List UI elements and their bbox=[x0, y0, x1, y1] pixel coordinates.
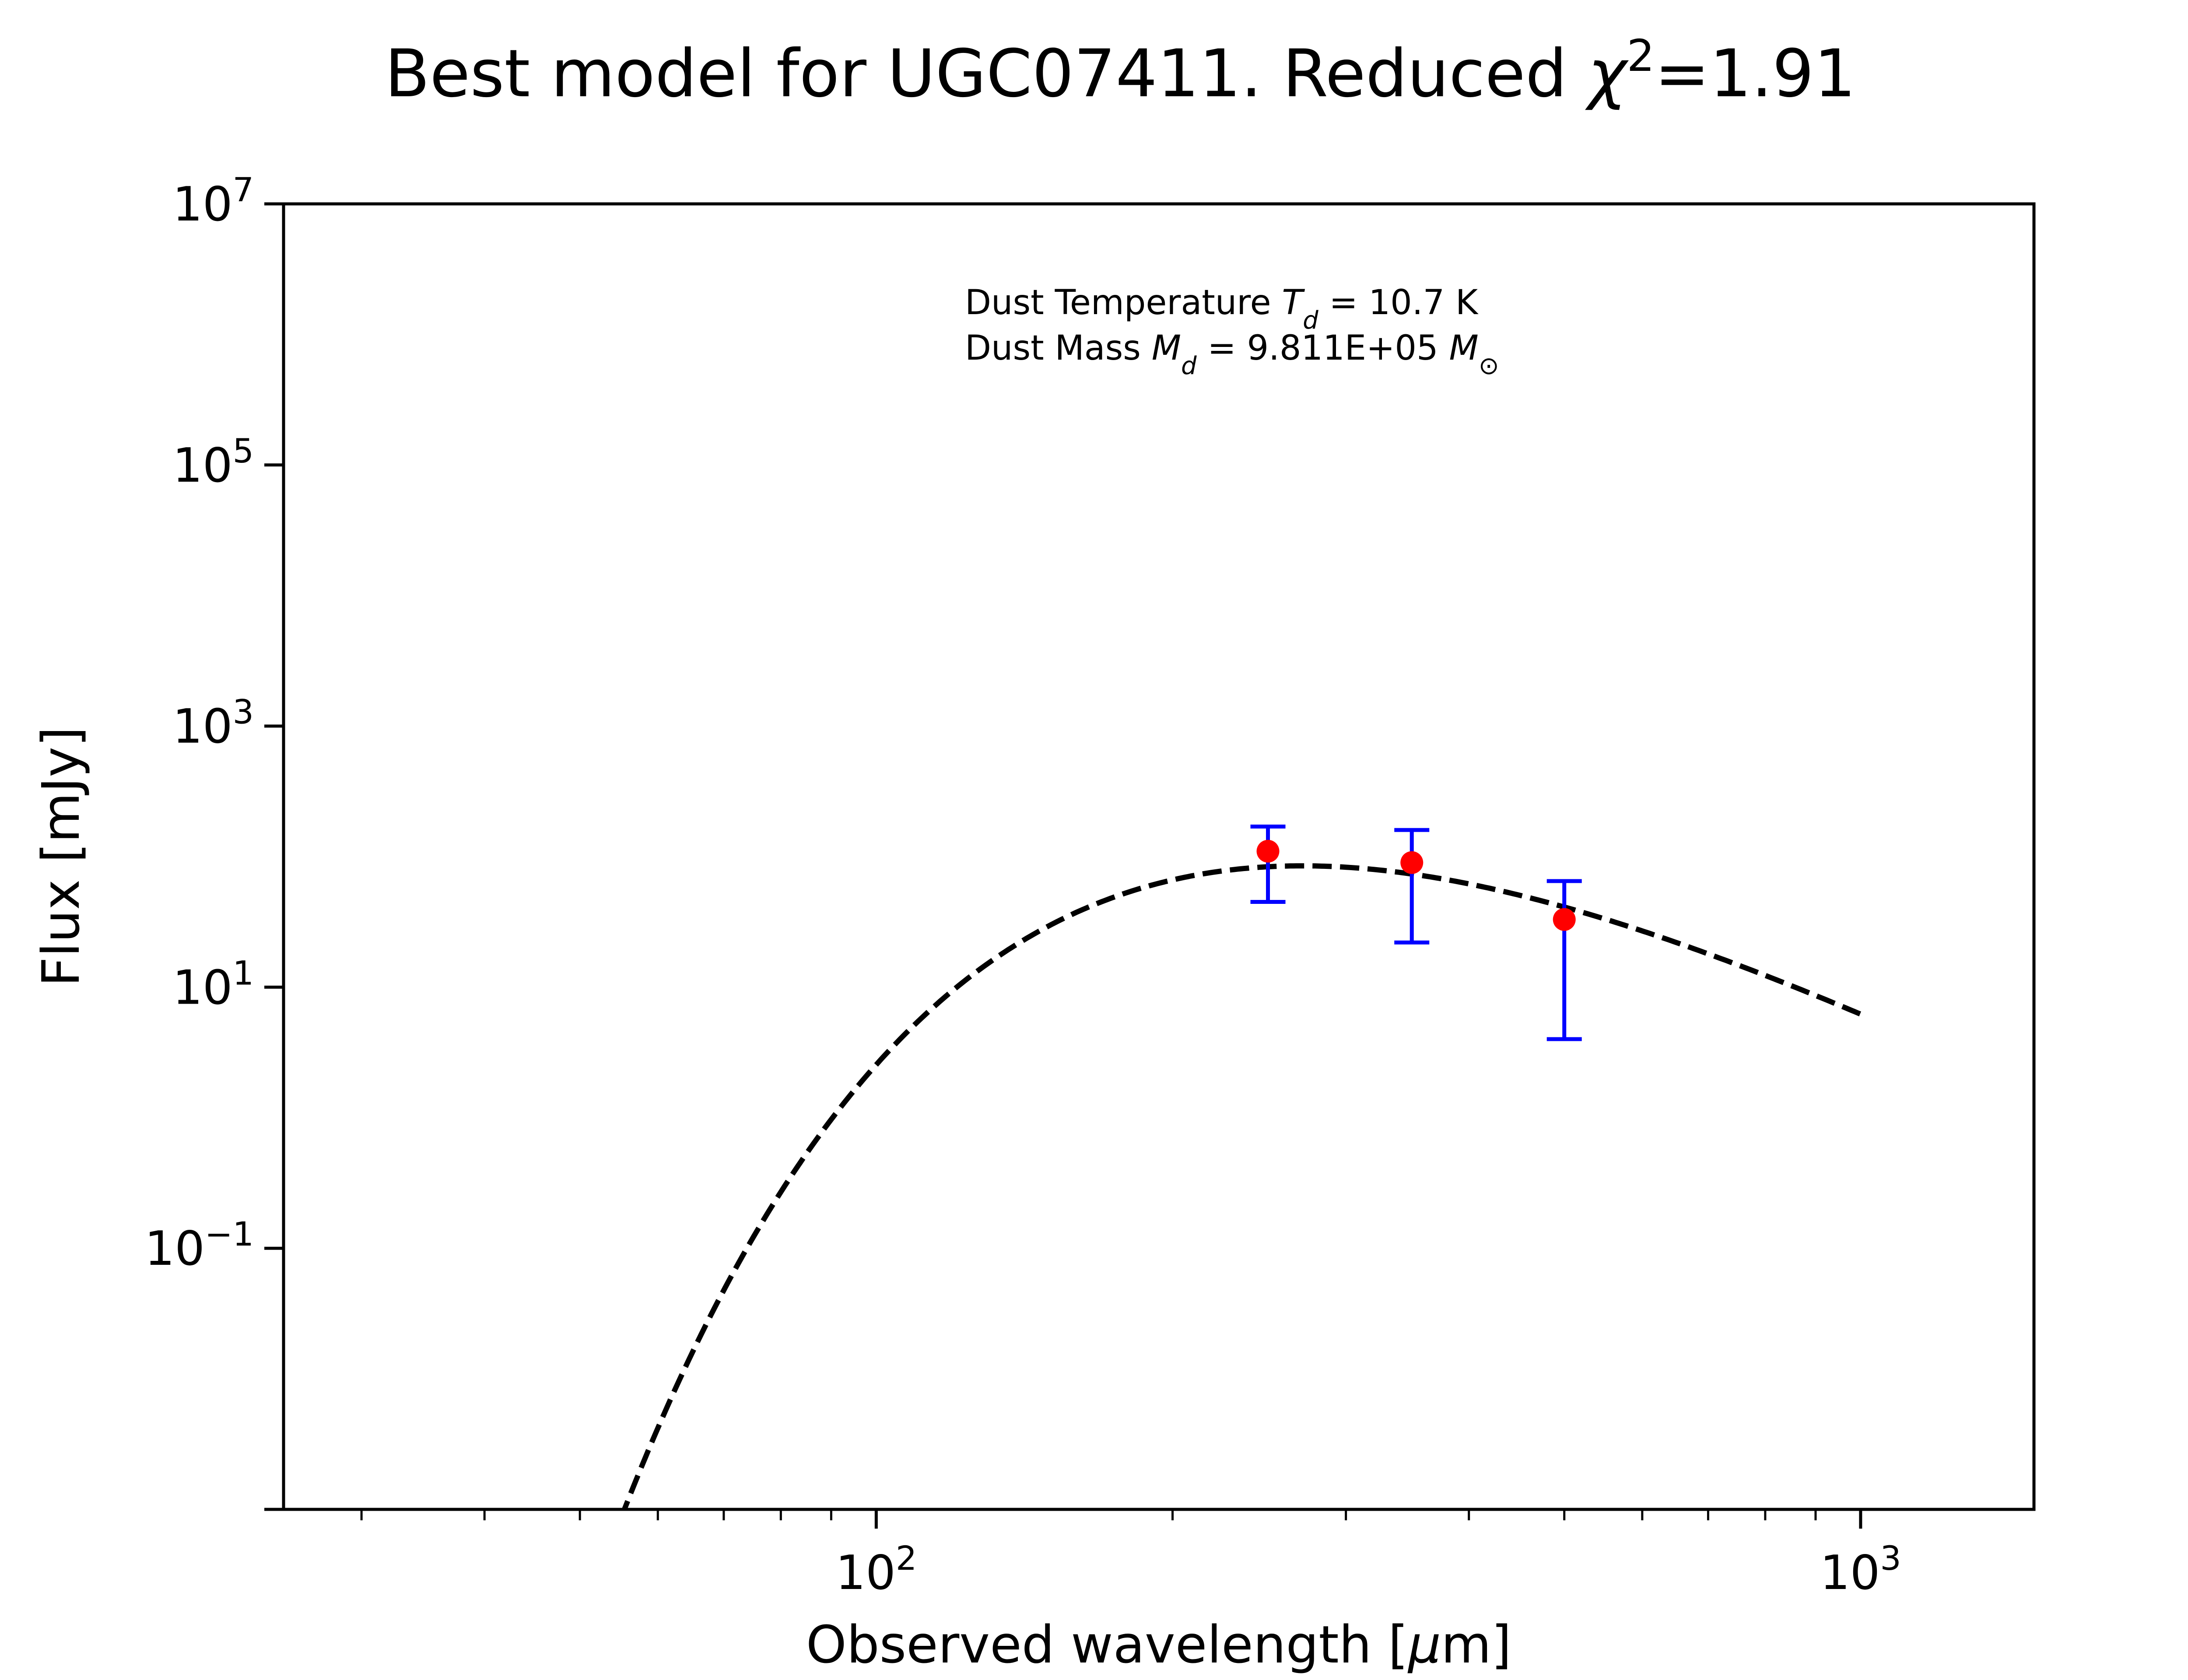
annotation-dust-mass: Dust Mass Md = 9.811E+05 M⊙ bbox=[965, 329, 1499, 380]
annot-temp-subscript: d bbox=[1303, 306, 1318, 335]
annot-mass-prefix: Dust Mass bbox=[965, 329, 1152, 368]
x-axis-label: Observed wavelength [μm] bbox=[806, 1614, 1511, 1675]
chart-title-superscript: 2 bbox=[1627, 30, 1655, 81]
y-tick-label: 10−1 bbox=[145, 1214, 254, 1277]
data-point-2 bbox=[1400, 851, 1424, 874]
annot-temp-symbol: T bbox=[1282, 283, 1305, 322]
y-tick-label: 103 bbox=[172, 692, 254, 754]
x-axis-label-suffix: m] bbox=[1441, 1614, 1511, 1675]
data-point-3 bbox=[1553, 908, 1576, 931]
y-tick-label: 101 bbox=[172, 953, 254, 1015]
chart-title-suffix: =1.91 bbox=[1655, 36, 1856, 112]
plot-frame bbox=[282, 202, 2036, 1511]
y-axis-label: Flux [mJy] bbox=[31, 727, 91, 987]
annot-mass-unit-subscript: ⊙ bbox=[1479, 352, 1499, 380]
x-tick-label: 103 bbox=[1820, 1539, 1901, 1601]
chart-title: Best model for UGC07411. Reduced χ2=1.91 bbox=[385, 30, 1856, 112]
x-axis-ticks: 102 103 bbox=[360, 1509, 1901, 1601]
annot-mass-unit-symbol: M bbox=[1449, 329, 1478, 368]
y-tick-label: 105 bbox=[172, 431, 254, 493]
chart-title-prefix: Best model for UGC07411. Reduced bbox=[385, 36, 1588, 112]
x-axis-label-symbol: μ bbox=[1407, 1614, 1441, 1675]
y-tick-label: 107 bbox=[172, 170, 254, 232]
x-axis-label-prefix: Observed wavelength [ bbox=[806, 1614, 1408, 1675]
x-tick-label: 102 bbox=[835, 1539, 917, 1601]
annot-mass-symbol: M bbox=[1152, 329, 1181, 368]
plot-area bbox=[621, 824, 1862, 1509]
annot-temp-prefix: Dust Temperature bbox=[965, 283, 1282, 322]
data-point-1 bbox=[1256, 840, 1280, 863]
annotation-dust-temperature: Dust Temperature Td = 10.7 K bbox=[965, 283, 1479, 335]
annot-mass-middle: = 9.811E+05 bbox=[1197, 329, 1449, 368]
annot-temp-suffix: = 10.7 K bbox=[1318, 283, 1479, 322]
model-curve bbox=[621, 863, 1862, 1509]
chart-title-symbol: χ bbox=[1585, 36, 1629, 112]
y-axis-ticks: 10−1 101 103 105 107 bbox=[145, 170, 284, 1511]
annot-mass-subscript: d bbox=[1181, 352, 1197, 380]
